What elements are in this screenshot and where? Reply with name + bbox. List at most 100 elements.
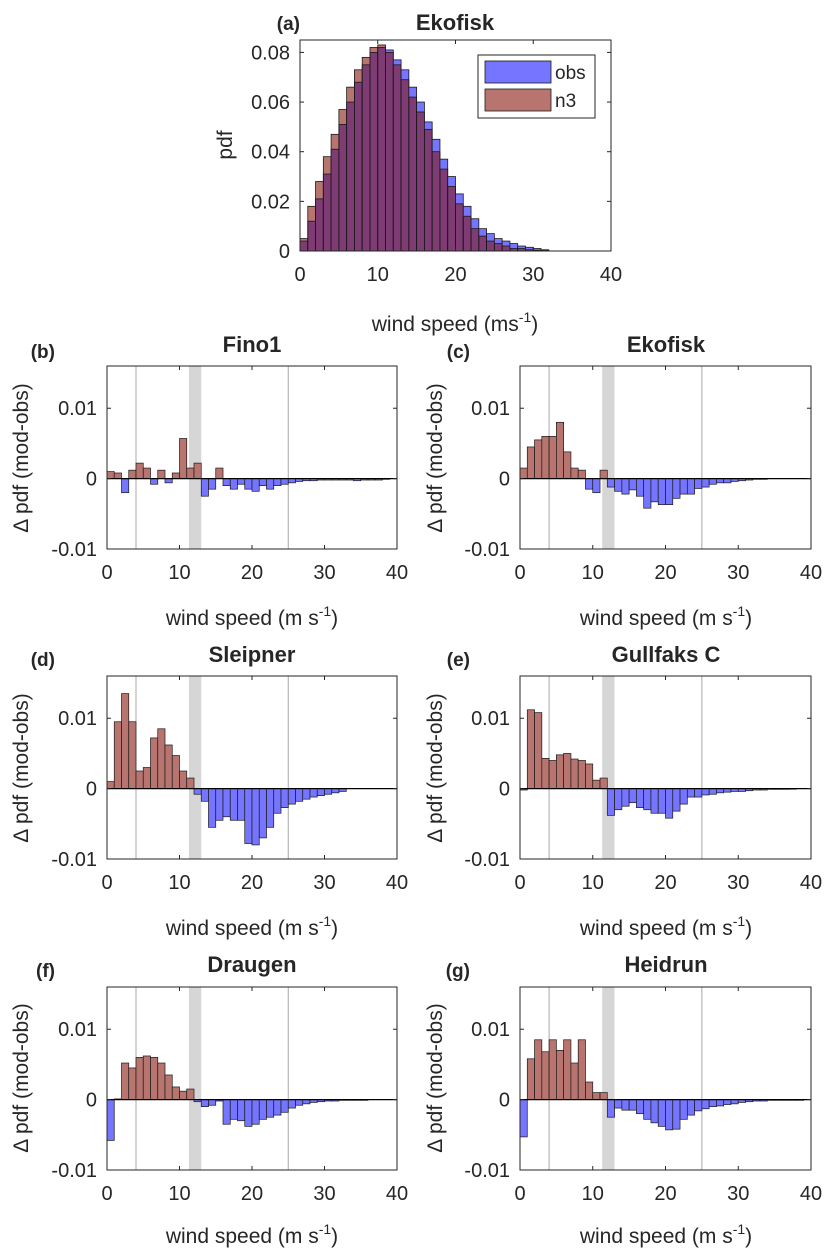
difference-bar bbox=[701, 478, 710, 488]
histogram-bar-overlap bbox=[401, 79, 409, 251]
difference-bar bbox=[614, 1099, 623, 1109]
difference-bar bbox=[570, 467, 579, 479]
x-tick-label: 40 bbox=[386, 1183, 408, 1205]
histogram-bar-top bbox=[494, 238, 503, 244]
difference-bar bbox=[302, 788, 311, 800]
difference-bar bbox=[585, 1081, 594, 1100]
x-axis-label-text: wind speed (m s bbox=[165, 607, 319, 630]
difference-bar bbox=[548, 436, 557, 479]
difference-bar bbox=[280, 478, 289, 485]
x-axis-label-text: wind speed (m s bbox=[579, 607, 733, 630]
difference-bar bbox=[150, 737, 159, 789]
histogram-bar-overlap bbox=[338, 124, 347, 251]
histogram-bar-overlap bbox=[307, 221, 316, 251]
histogram-bar-overlap bbox=[525, 249, 534, 251]
histogram-bar-overlap bbox=[416, 111, 425, 251]
difference-bar bbox=[287, 1099, 296, 1109]
difference-bar bbox=[541, 757, 550, 789]
difference-bar bbox=[708, 788, 717, 795]
y-tick-label: 0.06 bbox=[251, 92, 290, 114]
difference-bar bbox=[229, 788, 238, 821]
difference-bar bbox=[107, 1099, 115, 1141]
x-axis-label-superscript: -1 bbox=[733, 603, 746, 619]
x-tick-label: 30 bbox=[727, 1183, 749, 1205]
plot-content bbox=[107, 366, 397, 549]
difference-bar bbox=[672, 788, 681, 812]
difference-bar bbox=[222, 788, 231, 818]
difference-bar bbox=[526, 446, 535, 479]
difference-bar bbox=[672, 1099, 681, 1130]
difference-bar bbox=[686, 1099, 695, 1116]
difference-bar bbox=[324, 788, 333, 795]
y-tick-label: 0 bbox=[499, 1090, 510, 1112]
rated-speed-band bbox=[188, 366, 202, 549]
histogram-bar-overlap bbox=[471, 228, 479, 251]
difference-bar bbox=[121, 1062, 130, 1100]
histogram-bar-overlap bbox=[439, 169, 448, 251]
difference-bar bbox=[621, 788, 630, 807]
difference-bar bbox=[186, 467, 195, 479]
y-axis-label: Δ pdf (mod-obs) bbox=[424, 693, 447, 842]
difference-bar bbox=[179, 438, 188, 479]
difference-bar bbox=[541, 436, 550, 479]
difference-bar bbox=[570, 1062, 579, 1100]
difference-bar bbox=[273, 478, 282, 487]
x-tick-label: 0 bbox=[514, 1183, 525, 1205]
difference-bar bbox=[171, 1086, 180, 1100]
difference-bar bbox=[686, 788, 695, 798]
difference-bar bbox=[121, 478, 130, 494]
difference-bar bbox=[556, 754, 565, 789]
difference-bar bbox=[541, 1051, 550, 1100]
difference-bar bbox=[186, 1088, 195, 1100]
difference-bar bbox=[679, 478, 688, 495]
histogram-bar-overlap bbox=[331, 149, 339, 251]
x-axis-label-superscript: -1 bbox=[319, 913, 332, 929]
difference-bar bbox=[643, 1099, 652, 1120]
difference-bar bbox=[295, 788, 304, 802]
difference-bar bbox=[548, 760, 557, 789]
x-tick-label: 0 bbox=[514, 872, 525, 894]
difference-bar bbox=[599, 469, 608, 479]
legend-label-obs: obs bbox=[555, 63, 586, 84]
histogram-bar-overlap bbox=[315, 198, 324, 251]
difference-bar bbox=[193, 788, 202, 795]
difference-bar bbox=[208, 788, 217, 828]
difference-bar bbox=[258, 1099, 267, 1120]
histogram-bar-top bbox=[362, 57, 370, 65]
histogram-bar-overlap bbox=[494, 243, 503, 251]
difference-bar bbox=[179, 770, 188, 789]
histogram-bar-top bbox=[300, 238, 308, 242]
x-tick-label: 10 bbox=[582, 1183, 604, 1205]
difference-bar bbox=[121, 693, 130, 789]
difference-bar bbox=[606, 478, 615, 488]
difference-bar bbox=[657, 478, 666, 506]
difference-bar bbox=[534, 439, 543, 479]
difference-bar bbox=[628, 1099, 637, 1111]
difference-bar bbox=[643, 478, 652, 509]
difference-bar bbox=[244, 478, 253, 490]
difference-bar bbox=[665, 788, 674, 819]
histogram-bar-top bbox=[338, 109, 347, 125]
difference-bar bbox=[650, 1099, 659, 1124]
x-axis-label-end: ) bbox=[531, 313, 538, 336]
y-tick-label: 0 bbox=[499, 469, 510, 491]
difference-bar bbox=[287, 478, 296, 484]
difference-bar bbox=[107, 781, 115, 789]
difference-bar bbox=[107, 471, 115, 479]
difference-bar bbox=[295, 1099, 304, 1106]
x-axis-label-superscript: -1 bbox=[733, 1221, 746, 1237]
x-axis-label: wind speed (m s-1) bbox=[579, 1221, 752, 1248]
histogram-bar-overlap bbox=[346, 102, 355, 251]
difference-bar bbox=[302, 1099, 311, 1105]
difference-bar bbox=[679, 788, 688, 805]
legend-label-n3: n3 bbox=[555, 91, 576, 112]
difference-bar bbox=[628, 478, 637, 491]
y-tick-label: 0 bbox=[499, 779, 510, 801]
histogram-bar-overlap bbox=[463, 216, 472, 251]
difference-bar bbox=[142, 1055, 151, 1100]
histogram-bar-top bbox=[471, 218, 479, 229]
plot-content bbox=[300, 44, 550, 251]
histogram-bar-overlap bbox=[408, 97, 417, 251]
